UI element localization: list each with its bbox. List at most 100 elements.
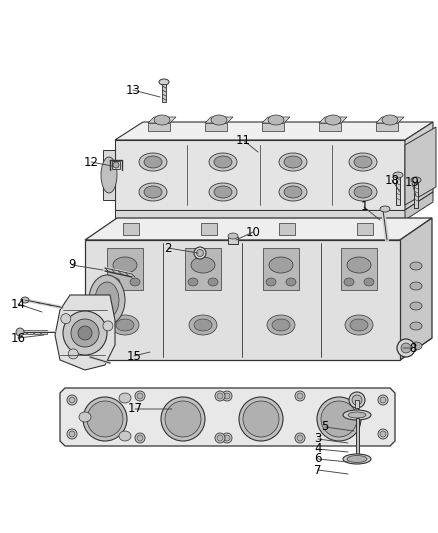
Ellipse shape xyxy=(347,257,371,273)
Text: 7: 7 xyxy=(314,464,322,477)
Circle shape xyxy=(378,429,388,439)
Text: 5: 5 xyxy=(321,421,328,433)
Polygon shape xyxy=(103,150,115,200)
Ellipse shape xyxy=(279,153,307,171)
Bar xyxy=(34,330,40,334)
Circle shape xyxy=(222,433,232,443)
Circle shape xyxy=(103,321,113,331)
Ellipse shape xyxy=(208,278,218,286)
Circle shape xyxy=(68,349,78,359)
Ellipse shape xyxy=(343,410,371,420)
Bar xyxy=(20,330,26,334)
Text: 4: 4 xyxy=(314,442,322,456)
Ellipse shape xyxy=(119,393,131,403)
Circle shape xyxy=(83,397,127,441)
Ellipse shape xyxy=(119,431,131,441)
Polygon shape xyxy=(376,123,398,131)
Ellipse shape xyxy=(347,456,367,463)
Polygon shape xyxy=(205,117,233,123)
Text: 1: 1 xyxy=(360,200,368,214)
Circle shape xyxy=(215,433,225,443)
Ellipse shape xyxy=(382,115,398,125)
Circle shape xyxy=(317,397,361,441)
Ellipse shape xyxy=(209,153,237,171)
Circle shape xyxy=(378,395,388,405)
Ellipse shape xyxy=(211,115,227,125)
Circle shape xyxy=(321,401,357,437)
Ellipse shape xyxy=(272,319,290,331)
Circle shape xyxy=(165,401,201,437)
Ellipse shape xyxy=(325,115,341,125)
Polygon shape xyxy=(400,218,432,360)
Polygon shape xyxy=(148,123,170,131)
Circle shape xyxy=(224,393,230,399)
Circle shape xyxy=(69,431,75,437)
Text: 9: 9 xyxy=(68,259,76,271)
Ellipse shape xyxy=(188,278,198,286)
Polygon shape xyxy=(319,117,347,123)
Ellipse shape xyxy=(113,257,137,273)
Text: 6: 6 xyxy=(314,453,322,465)
Polygon shape xyxy=(185,248,221,290)
Polygon shape xyxy=(319,123,341,131)
Ellipse shape xyxy=(266,278,276,286)
Ellipse shape xyxy=(214,186,232,198)
Ellipse shape xyxy=(110,278,120,286)
Ellipse shape xyxy=(189,315,217,335)
Circle shape xyxy=(224,435,230,441)
Polygon shape xyxy=(115,210,405,220)
Text: 12: 12 xyxy=(84,156,99,168)
Circle shape xyxy=(137,393,143,399)
Circle shape xyxy=(78,326,92,340)
Ellipse shape xyxy=(284,186,302,198)
Ellipse shape xyxy=(191,257,215,273)
Ellipse shape xyxy=(393,172,403,178)
Circle shape xyxy=(380,397,386,403)
Ellipse shape xyxy=(95,282,119,318)
Ellipse shape xyxy=(410,342,422,350)
Ellipse shape xyxy=(286,278,296,286)
Ellipse shape xyxy=(411,177,421,183)
Text: 14: 14 xyxy=(11,297,25,311)
Text: 16: 16 xyxy=(11,332,25,344)
Circle shape xyxy=(197,249,204,256)
Ellipse shape xyxy=(194,319,212,331)
Bar xyxy=(355,400,359,408)
Polygon shape xyxy=(405,192,433,220)
Circle shape xyxy=(69,397,75,403)
Text: 11: 11 xyxy=(236,133,251,147)
Ellipse shape xyxy=(410,262,422,270)
Ellipse shape xyxy=(228,233,238,239)
Text: 18: 18 xyxy=(385,174,399,187)
Polygon shape xyxy=(85,218,432,240)
Ellipse shape xyxy=(343,454,371,464)
Polygon shape xyxy=(262,117,290,123)
Ellipse shape xyxy=(267,315,295,335)
Ellipse shape xyxy=(79,412,91,422)
Circle shape xyxy=(401,343,411,353)
Text: 17: 17 xyxy=(127,402,142,416)
Ellipse shape xyxy=(364,278,374,286)
Circle shape xyxy=(349,392,365,408)
Text: 3: 3 xyxy=(314,432,321,446)
Circle shape xyxy=(161,397,205,441)
Polygon shape xyxy=(115,122,433,140)
Ellipse shape xyxy=(144,156,162,168)
Polygon shape xyxy=(201,223,217,235)
Polygon shape xyxy=(123,223,139,235)
Text: 13: 13 xyxy=(126,84,141,96)
Bar xyxy=(228,237,238,244)
Bar xyxy=(162,84,166,102)
Polygon shape xyxy=(148,117,176,123)
Polygon shape xyxy=(60,388,395,446)
Ellipse shape xyxy=(284,156,302,168)
Circle shape xyxy=(397,339,415,357)
Circle shape xyxy=(215,391,225,401)
Circle shape xyxy=(135,391,145,401)
Circle shape xyxy=(137,435,143,441)
Ellipse shape xyxy=(348,412,366,418)
Circle shape xyxy=(67,429,77,439)
Ellipse shape xyxy=(214,156,232,168)
Circle shape xyxy=(222,391,232,401)
Circle shape xyxy=(295,433,305,443)
